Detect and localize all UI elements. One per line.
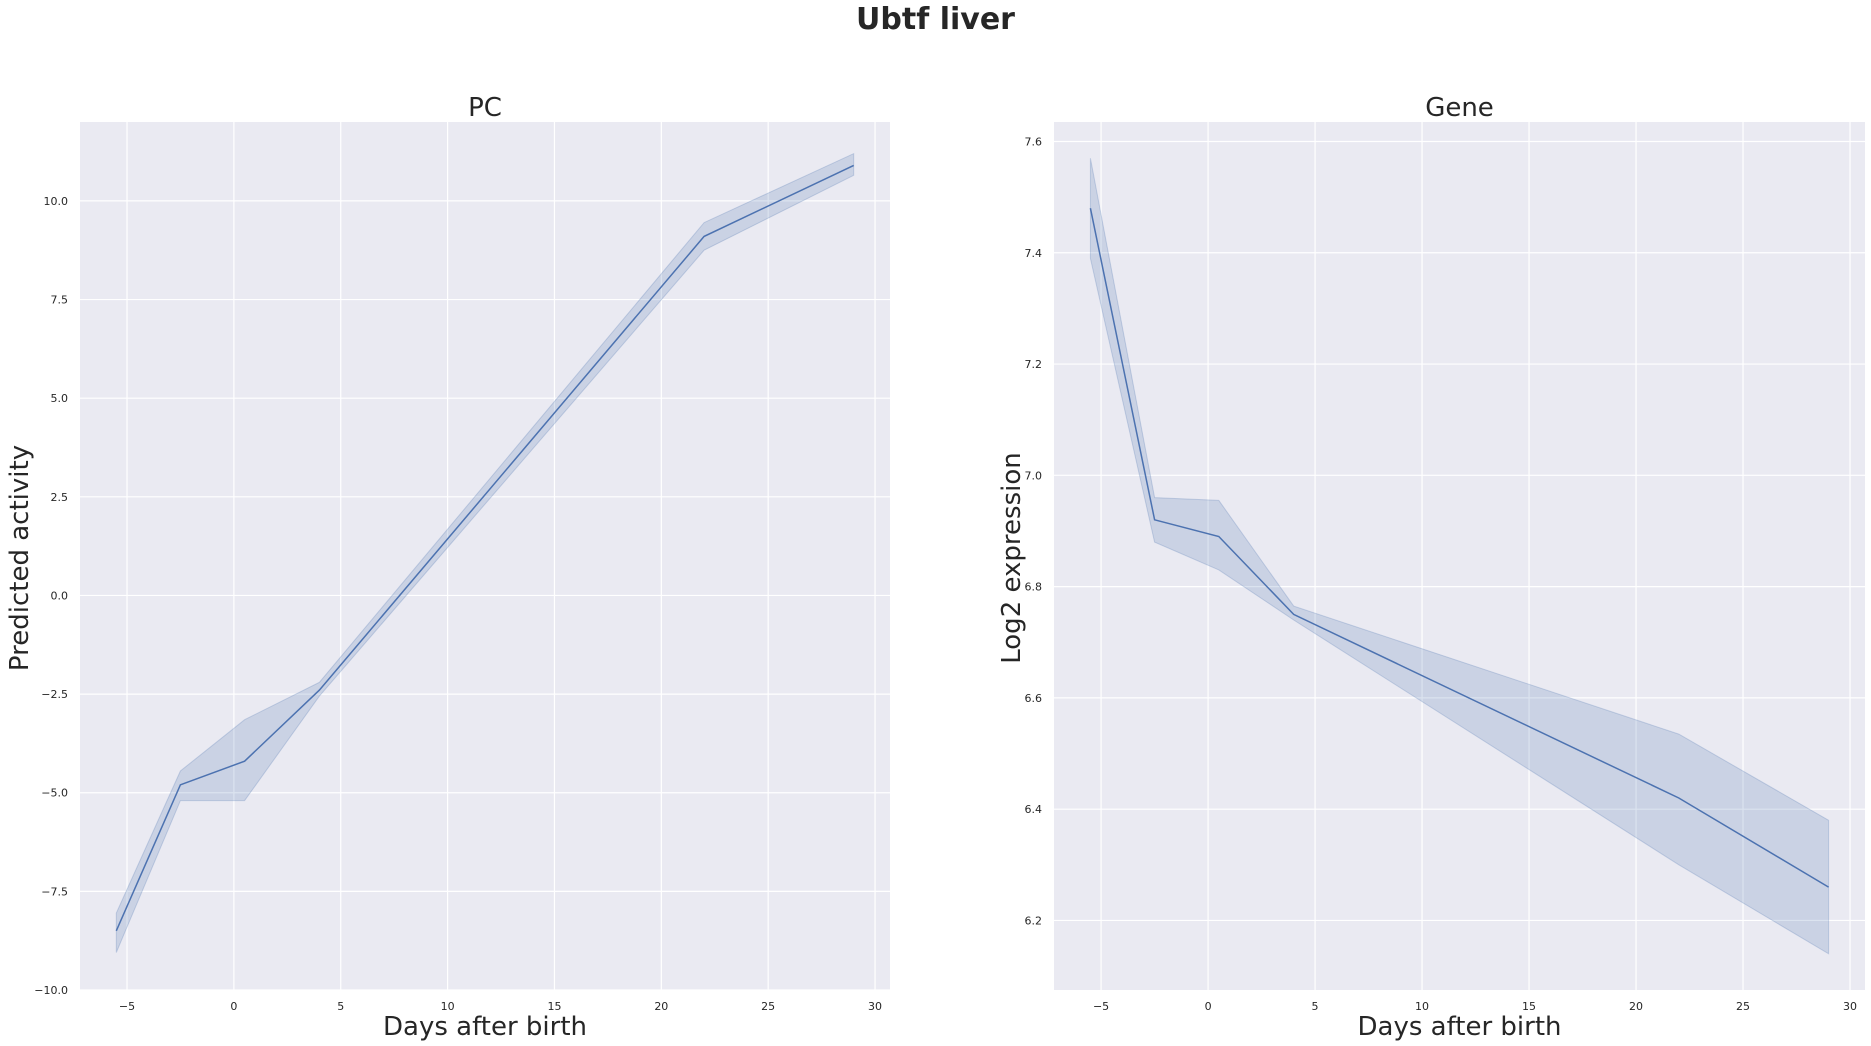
y-tick-label: −2.5 <box>41 688 68 701</box>
y-tick-label: 7.6 <box>1025 135 1043 148</box>
x-tick-label: −5 <box>1093 1000 1109 1013</box>
y-tick-label: 5.0 <box>51 392 69 405</box>
chart-gene: −5 0 5 10 15 20 25 30 6.2 6.4 6.6 6.8 7.0 7.2 7.4 7.6 Ge… <box>997 93 1865 1042</box>
y-tick-label: 7.0 <box>1025 469 1043 482</box>
x-axis-label: Days after birth <box>383 1012 587 1042</box>
y-tick-label: 7.4 <box>1025 247 1043 260</box>
y-tick-label: −5.0 <box>41 787 68 800</box>
x-tick-label: 5 <box>337 1000 344 1013</box>
series-line <box>115 164 855 932</box>
x-tick-label: 15 <box>547 1000 561 1013</box>
confidence-band <box>115 152 855 953</box>
x-tick-label: 20 <box>1629 1000 1643 1013</box>
x-tick-label: 25 <box>761 1000 775 1013</box>
y-axis-label: Predicted activity <box>5 445 35 671</box>
y-tick-label: 0.0 <box>51 589 69 602</box>
chart-title: Gene <box>1425 93 1494 123</box>
y-tick-label: 2.5 <box>51 491 69 504</box>
chart-title: PC <box>468 93 502 123</box>
y-axis-label: Log2 expression <box>997 452 1027 664</box>
x-tick-label: 0 <box>1205 1000 1212 1013</box>
y-tick-label: 7.2 <box>1025 358 1043 371</box>
y-tick-label: 6.4 <box>1025 803 1043 816</box>
x-tick-label: 0 <box>230 1000 237 1013</box>
x-tick-label: −5 <box>119 1000 135 1013</box>
x-tick-label: 30 <box>868 1000 882 1013</box>
series-line <box>1089 208 1829 888</box>
y-tick-label: −7.5 <box>41 885 68 898</box>
y-tick-label: 10.0 <box>44 195 69 208</box>
x-tick-label: 15 <box>1522 1000 1536 1013</box>
x-tick-label: 10 <box>1415 1000 1429 1013</box>
x-tick-label: 10 <box>441 1000 455 1013</box>
y-tick-label: −10.0 <box>34 984 68 997</box>
x-tick-label: 25 <box>1736 1000 1750 1013</box>
plot-area <box>1054 122 1865 990</box>
x-tick-label: 20 <box>654 1000 668 1013</box>
chart-pc: −5 0 5 10 15 20 25 30 −10.0 −7.5 −5.0 −2.5 0.0 2.5 5.0… <box>5 93 890 1042</box>
y-tick-label: 7.5 <box>51 294 69 307</box>
x-tick-label: 30 <box>1843 1000 1857 1013</box>
x-tick-label: 5 <box>1312 1000 1319 1013</box>
confidence-band <box>1089 158 1830 955</box>
y-tick-label: 6.8 <box>1025 581 1043 594</box>
plot-area <box>80 122 890 990</box>
x-axis-label: Days after birth <box>1357 1012 1561 1042</box>
figure-title: Ubtf liver <box>856 2 1015 37</box>
y-tick-label: 6.2 <box>1025 914 1043 927</box>
y-tick-label: 6.6 <box>1025 692 1043 705</box>
